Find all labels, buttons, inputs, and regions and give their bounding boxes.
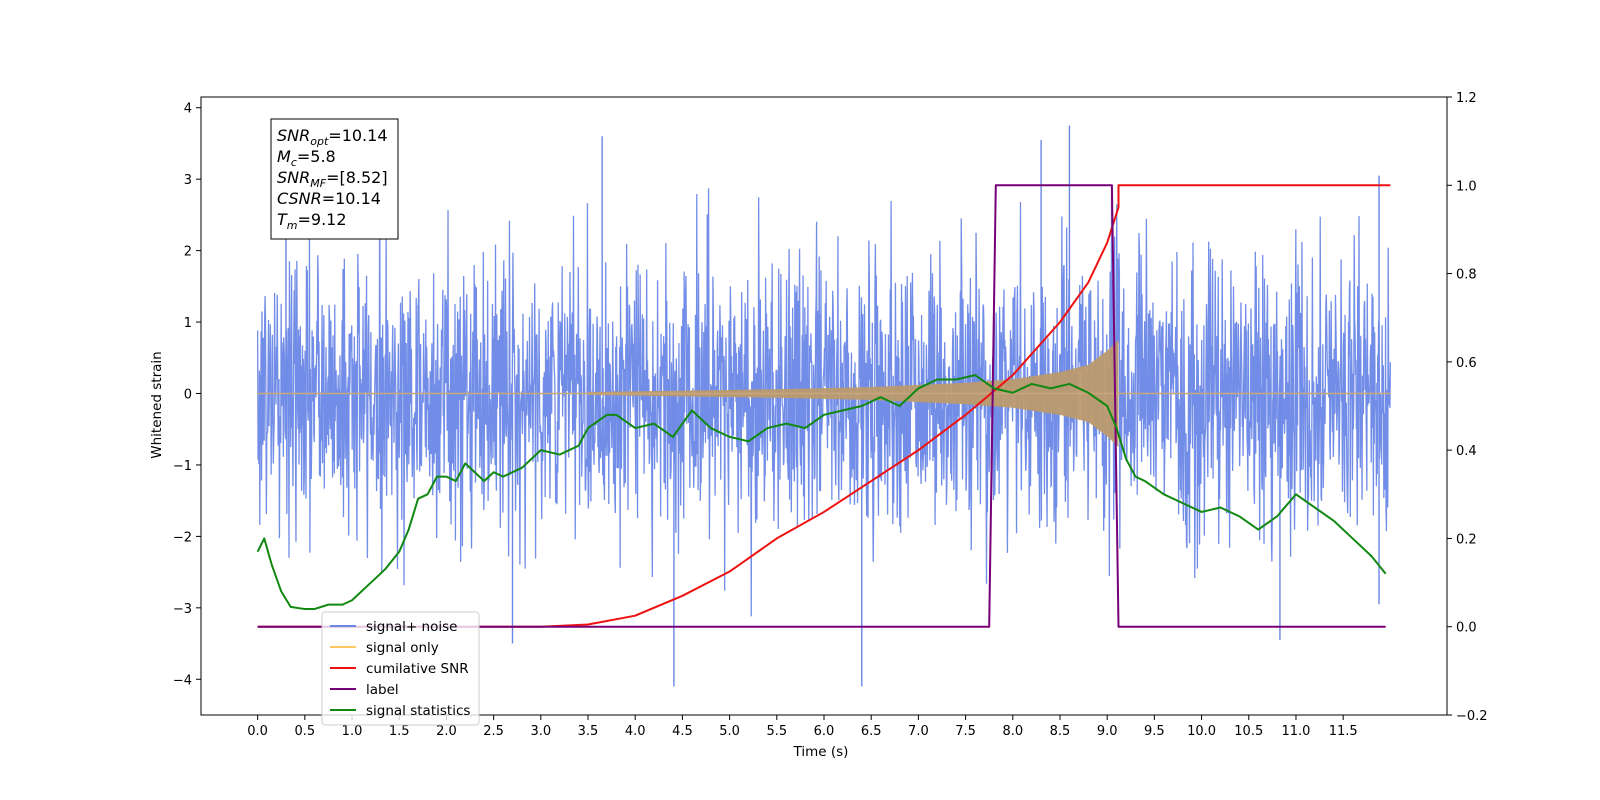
x-tick-label: 11.5 — [1329, 724, 1358, 739]
legend-frame — [321, 611, 480, 726]
legend-label: signal only — [366, 640, 439, 656]
annotation-line: Mc=5.8 — [277, 147, 336, 169]
x-tick-label: 2.5 — [483, 724, 504, 739]
y2-tick-label: 1.2 — [1456, 91, 1477, 106]
x-tick-label: 8.0 — [1002, 724, 1023, 739]
x-tick-label: 9.0 — [1097, 724, 1118, 739]
y-tick-label: −1 — [173, 459, 192, 474]
y-tick-label: 2 — [184, 245, 192, 260]
x-tick-label: 6.0 — [814, 724, 835, 739]
x-tick-label: 0.0 — [247, 724, 268, 739]
x-tick-label: 1.0 — [342, 724, 363, 739]
y2-tick-label: 0.8 — [1456, 268, 1477, 283]
x-tick-label: 7.5 — [955, 724, 976, 739]
legend: signal+ noise signal only cumilative SNR la… — [321, 611, 480, 726]
y-tick-label: 0 — [184, 387, 192, 402]
x-tick-label: 10.0 — [1187, 724, 1216, 739]
y2-tick-label: 0.6 — [1456, 356, 1477, 371]
plot-area — [256, 125, 1392, 687]
x-tick-label: 0.5 — [294, 724, 315, 739]
x-tick-label: 5.0 — [719, 724, 740, 739]
y2-tick-label: 1.0 — [1456, 179, 1477, 194]
annotation-box: SNRopt=10.14Mc=5.8SNRMF=[8.52]CSNR=10.14… — [270, 118, 399, 240]
y2-tick-label: 0.2 — [1456, 532, 1477, 547]
x-tick-label: 4.0 — [625, 724, 646, 739]
y2-tick-label: −0.2 — [1456, 709, 1488, 724]
x-tick-label: 9.5 — [1144, 724, 1165, 739]
y2-tick-label: 0.0 — [1456, 621, 1477, 636]
x-tick-label: 5.5 — [766, 724, 787, 739]
legend-label: signal+ noise — [366, 619, 457, 635]
x-tick-label: 7.0 — [908, 724, 929, 739]
series-signal-statistics-line — [256, 374, 1387, 611]
annotation-line: CSNR=10.14 — [277, 189, 381, 208]
y-tick-label: −3 — [173, 602, 192, 617]
y-axis-ticks: 4 3 2 1 0 −1 −2 −3 −4 — [173, 102, 201, 688]
series-label-line — [257, 184, 1386, 628]
annotation-line: SNRopt=10.14 — [277, 126, 388, 148]
y-tick-label: −4 — [173, 673, 192, 688]
x-tick-label: 4.5 — [672, 724, 693, 739]
x-tick-label: 10.5 — [1234, 724, 1263, 739]
x-axis-label: Time (s) — [793, 744, 849, 760]
annotation-frame — [270, 118, 399, 240]
x-tick-label: 3.0 — [530, 724, 551, 739]
x-tick-label: 1.5 — [389, 724, 410, 739]
y-tick-label: −2 — [173, 530, 192, 545]
y2-axis-ticks: 1.2 1.0 0.8 0.6 0.4 0.2 0.0 −0.2 — [1447, 91, 1488, 724]
y-tick-label: 1 — [184, 316, 192, 331]
annotation-line: SNRMF=[8.52] — [277, 168, 388, 190]
x-tick-label: 8.5 — [1050, 724, 1071, 739]
y-axis-label: Whitened strain — [149, 351, 165, 458]
y-tick-label: 4 — [184, 102, 192, 117]
legend-label: label — [366, 682, 399, 698]
x-tick-label: 11.0 — [1281, 724, 1310, 739]
x-tick-label: 3.5 — [578, 724, 599, 739]
x-tick-label: 6.5 — [861, 724, 882, 739]
y2-tick-label: 0.4 — [1456, 444, 1477, 459]
series-cumilative-snr-line — [257, 184, 1391, 628]
y-tick-label: 3 — [184, 173, 192, 188]
x-tick-label: 2.0 — [436, 724, 457, 739]
series-signal-noise-line — [256, 174, 1392, 617]
legend-label: signal statistics — [366, 703, 470, 719]
legend-label: cumilative SNR — [366, 661, 469, 677]
annotation-line: Tm=9.12 — [277, 210, 347, 232]
